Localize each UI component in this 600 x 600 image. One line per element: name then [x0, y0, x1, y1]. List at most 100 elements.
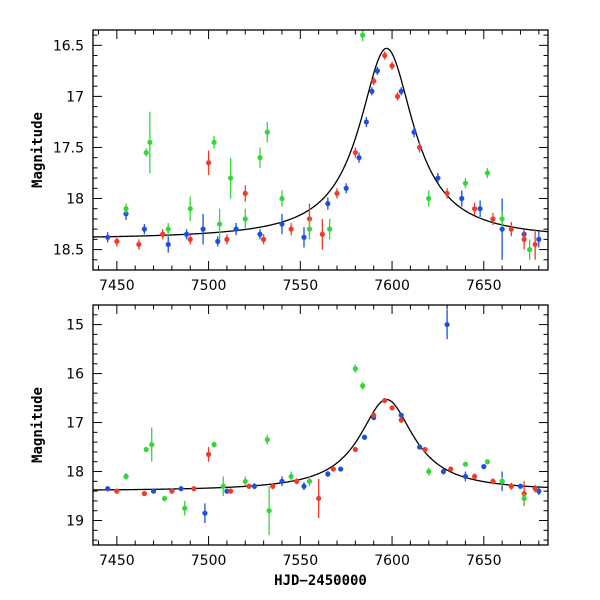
- top-lightcurve-panel: 7450 7500 7550 7600 7650 16.5 17 17.5 18 18.5 Magn…: [30, 29, 549, 294]
- data-point-blue: [477, 206, 483, 212]
- data-point-blue: [301, 234, 307, 240]
- data-point-red: [532, 486, 538, 492]
- data-point-green: [257, 155, 263, 161]
- data-point-blue: [215, 238, 221, 245]
- data-point-green: [484, 459, 491, 465]
- data-point-red: [316, 495, 322, 502]
- data-point-red: [169, 488, 175, 494]
- data-point-green: [165, 226, 171, 232]
- x-tick-label: 7550: [282, 278, 318, 294]
- data-point-blue: [105, 486, 111, 492]
- data-point-blue: [233, 226, 239, 232]
- data-point-red: [114, 238, 120, 245]
- data-point-blue: [325, 201, 331, 207]
- data-point-green: [216, 221, 223, 227]
- data-point-green: [143, 149, 149, 156]
- data-point-green: [242, 216, 248, 222]
- data-point-red: [141, 490, 147, 497]
- data-point-red: [334, 190, 340, 197]
- data-point-blue: [361, 434, 368, 440]
- data-point-red: [490, 216, 496, 222]
- data-point-blue: [178, 486, 184, 492]
- data-point-blue: [536, 236, 542, 242]
- data-point-green: [211, 441, 217, 448]
- data-point-red: [472, 473, 478, 480]
- data-point-red: [508, 483, 514, 489]
- data-point-green: [264, 437, 270, 443]
- data-point-red: [371, 412, 377, 418]
- data-point-red: [136, 241, 142, 248]
- x-tick-label: 7500: [191, 278, 227, 294]
- data-point-green: [484, 170, 491, 176]
- y-tick-label: 15: [66, 318, 84, 334]
- x-tick-label: 7650: [466, 278, 502, 294]
- plot-frame: [92, 304, 549, 546]
- data-point-red: [382, 397, 388, 404]
- bottom-lightcurve-panel: 7450 7500 7550 7600 7650 15 16 17 18 19 Magnitude H…: [30, 304, 549, 589]
- x-tick-label: 7500: [191, 553, 227, 569]
- data-point-blue: [141, 226, 147, 232]
- data-point-red: [228, 488, 234, 494]
- data-point-blue: [536, 488, 542, 494]
- data-point-green: [360, 32, 366, 38]
- data-point-red: [521, 236, 527, 242]
- data-point-red: [490, 478, 496, 484]
- data-point-blue: [202, 510, 208, 516]
- data-point-red: [444, 190, 450, 197]
- data-point-red: [532, 241, 538, 248]
- data-point-red: [389, 63, 395, 69]
- y-axis-label: Magnitude: [30, 112, 46, 188]
- data-point-green: [426, 468, 432, 475]
- data-point-red: [319, 231, 325, 237]
- data-point-green: [161, 495, 168, 502]
- data-point-red: [114, 488, 120, 494]
- data-point-blue: [416, 444, 423, 450]
- data-point-blue: [338, 466, 344, 472]
- plot-area: [93, 30, 548, 260]
- data-point-green: [360, 383, 366, 389]
- y-tick-label: 16.5: [53, 38, 84, 54]
- data-point-green: [306, 478, 313, 484]
- data-point-red: [246, 483, 252, 489]
- data-point-blue: [440, 468, 447, 475]
- data-point-red: [352, 149, 358, 156]
- data-point-green: [264, 129, 270, 135]
- data-point-red: [422, 446, 428, 453]
- data-point-green: [462, 461, 469, 467]
- series-red: [114, 397, 538, 519]
- data-point-blue: [369, 88, 375, 94]
- x-tick-label: 7550: [282, 553, 318, 569]
- data-point-blue: [224, 488, 230, 494]
- data-point-green: [228, 175, 234, 181]
- data-point-red: [270, 483, 276, 489]
- series-green: [123, 364, 527, 536]
- data-point-red: [205, 160, 212, 166]
- data-point-red: [205, 451, 212, 457]
- y-tick-label: 18: [66, 465, 84, 481]
- data-point-green: [149, 441, 155, 448]
- data-point-blue: [279, 478, 285, 484]
- data-point-blue: [517, 483, 524, 489]
- data-point-green: [462, 180, 469, 186]
- plot-frame: [92, 29, 549, 271]
- data-point-green: [288, 473, 294, 480]
- data-point-red: [472, 206, 478, 212]
- data-point-red: [191, 486, 197, 492]
- data-point-blue: [183, 231, 190, 237]
- data-point-blue: [398, 412, 404, 418]
- y-axis-label: Magnitude: [30, 387, 46, 463]
- data-point-red: [160, 231, 166, 237]
- data-point-green: [521, 495, 527, 502]
- data-point-red: [288, 226, 294, 232]
- data-point-red: [448, 466, 454, 472]
- series-red: [114, 51, 538, 260]
- data-point-blue: [356, 155, 362, 161]
- x-tick-label: 7450: [99, 553, 135, 569]
- data-point-green: [123, 473, 129, 480]
- x-tick-label: 7600: [374, 278, 410, 294]
- series-blue: [105, 66, 542, 260]
- data-point-blue: [301, 483, 307, 489]
- data-point-red: [294, 478, 300, 484]
- data-point-green: [187, 206, 193, 212]
